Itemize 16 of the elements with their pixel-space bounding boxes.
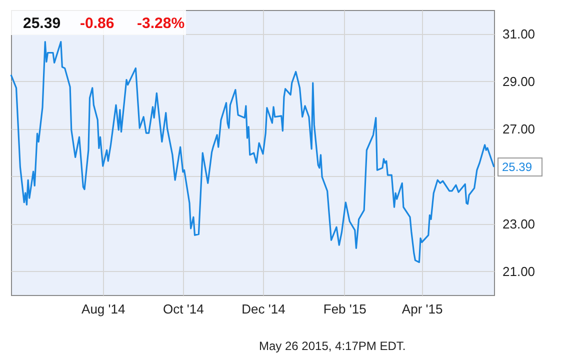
- x-tick-label: Dec '14: [242, 302, 286, 316]
- annotation: -3.28%: [137, 15, 185, 32]
- y-tick-label: 29.00: [502, 74, 536, 89]
- y-tick-label: 21.00: [502, 264, 536, 279]
- line-series: [10, 41, 495, 264]
- text: May 26 2015, 4:17PM EDT.: [259, 339, 406, 353]
- y-tick-label: 31.00: [502, 26, 536, 42]
- annotation: 25.39: [23, 15, 61, 32]
- x-tick-label: Apr '15: [402, 302, 443, 316]
- annotation: -0.86: [80, 15, 114, 32]
- y-tick-label: 27.00: [502, 121, 536, 136]
- annotation: 25.39: [502, 160, 532, 174]
- y-tick-label: 23.00: [502, 216, 536, 232]
- x-tick-label: Feb '15: [323, 302, 366, 316]
- x-tick-label: Oct '14: [163, 302, 204, 316]
- x-tick-label: Aug '14: [82, 302, 126, 316]
